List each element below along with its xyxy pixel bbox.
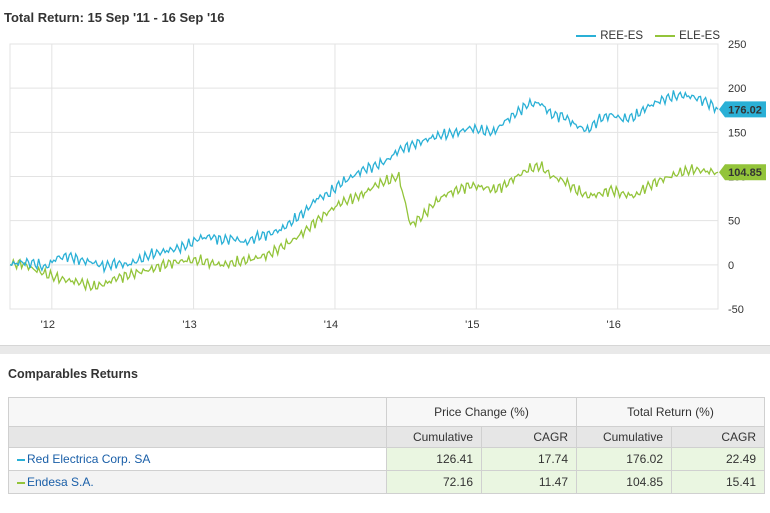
series-dash-ree bbox=[17, 458, 25, 461]
chart-title: Total Return: 15 Sep '11 - 16 Sep '16 bbox=[4, 10, 225, 25]
chart-panel: -50050100150200250'12'13'14'15'16176.021… bbox=[4, 10, 766, 331]
total-return-chart: -50050100150200250'12'13'14'15'16176.021… bbox=[9, 39, 766, 331]
row-name-cell: Endesa S.A. bbox=[8, 470, 387, 494]
comparables-table: Price Change (%) Total Return (%) Cumula… bbox=[8, 397, 766, 494]
value-cell: 104.85 bbox=[576, 470, 672, 494]
col-total-cumulative: Cumulative bbox=[576, 426, 672, 448]
legend-item-ree[interactable]: REE-ES bbox=[576, 30, 643, 42]
table-group-header: Price Change (%) Total Return (%) bbox=[8, 397, 766, 427]
series-line-ele-es bbox=[9, 161, 719, 292]
series-dash-ele bbox=[17, 481, 25, 484]
series-line-ree-es bbox=[9, 90, 719, 274]
y-tick-label: -50 bbox=[728, 304, 744, 316]
x-tick-label: '12 bbox=[41, 319, 55, 331]
y-tick-label: 150 bbox=[728, 127, 746, 139]
x-tick-label: '14 bbox=[324, 319, 338, 331]
legend-swatch-ree bbox=[576, 35, 597, 37]
legend-label-ele: ELE-ES bbox=[679, 30, 720, 42]
x-tick-label: '16 bbox=[607, 319, 621, 331]
x-tick-label: '15 bbox=[465, 319, 479, 331]
value-cell: 22.49 bbox=[670, 447, 766, 471]
value-cell: 126.41 bbox=[386, 447, 482, 471]
table-row: Endesa S.A. 72.16 11.47 104.85 15.41 bbox=[8, 470, 766, 494]
x-tick-label: '13 bbox=[182, 319, 196, 331]
value-cell: 72.16 bbox=[386, 470, 482, 494]
company-link-ree[interactable]: Red Electrica Corp. SA bbox=[27, 452, 151, 466]
y-tick-label: 50 bbox=[728, 216, 740, 228]
legend: REE-ES ELE-ES bbox=[576, 30, 720, 42]
table-sub-header: Cumulative CAGR Cumulative CAGR bbox=[8, 426, 766, 448]
price-change-header: Price Change (%) bbox=[386, 397, 577, 427]
y-tick-label: 200 bbox=[728, 83, 746, 95]
comparables-title: Comparables Returns bbox=[8, 367, 138, 381]
y-tick-label: 250 bbox=[728, 39, 746, 51]
section-divider bbox=[0, 345, 770, 354]
legend-label-ree: REE-ES bbox=[600, 30, 644, 42]
company-link-ele[interactable]: Endesa S.A. bbox=[27, 475, 94, 489]
value-cell: 11.47 bbox=[481, 470, 577, 494]
end-value-label-ree-es: 176.02 bbox=[728, 104, 762, 116]
plot-frame bbox=[9, 43, 719, 310]
empty-subheader-cell bbox=[8, 426, 387, 448]
value-cell: 15.41 bbox=[670, 470, 766, 494]
end-value-label-ele-es: 104.85 bbox=[728, 167, 762, 179]
legend-item-ele[interactable]: ELE-ES bbox=[655, 30, 720, 42]
table-row: Red Electrica Corp. SA 126.41 17.74 176.… bbox=[8, 447, 766, 471]
end-value-badge-ree-es bbox=[719, 101, 766, 118]
col-price-cagr: CAGR bbox=[481, 426, 577, 448]
row-name-cell: Red Electrica Corp. SA bbox=[8, 447, 387, 471]
total-return-header: Total Return (%) bbox=[575, 397, 766, 427]
col-total-cagr: CAGR bbox=[670, 426, 766, 448]
value-cell: 17.74 bbox=[481, 447, 577, 471]
end-value-badge-ele-es bbox=[719, 164, 766, 181]
legend-swatch-ele bbox=[655, 35, 676, 37]
y-tick-label: 0 bbox=[728, 260, 734, 272]
value-cell: 176.02 bbox=[576, 447, 672, 471]
empty-header-cell bbox=[8, 397, 387, 427]
col-price-cumulative: Cumulative bbox=[386, 426, 482, 448]
